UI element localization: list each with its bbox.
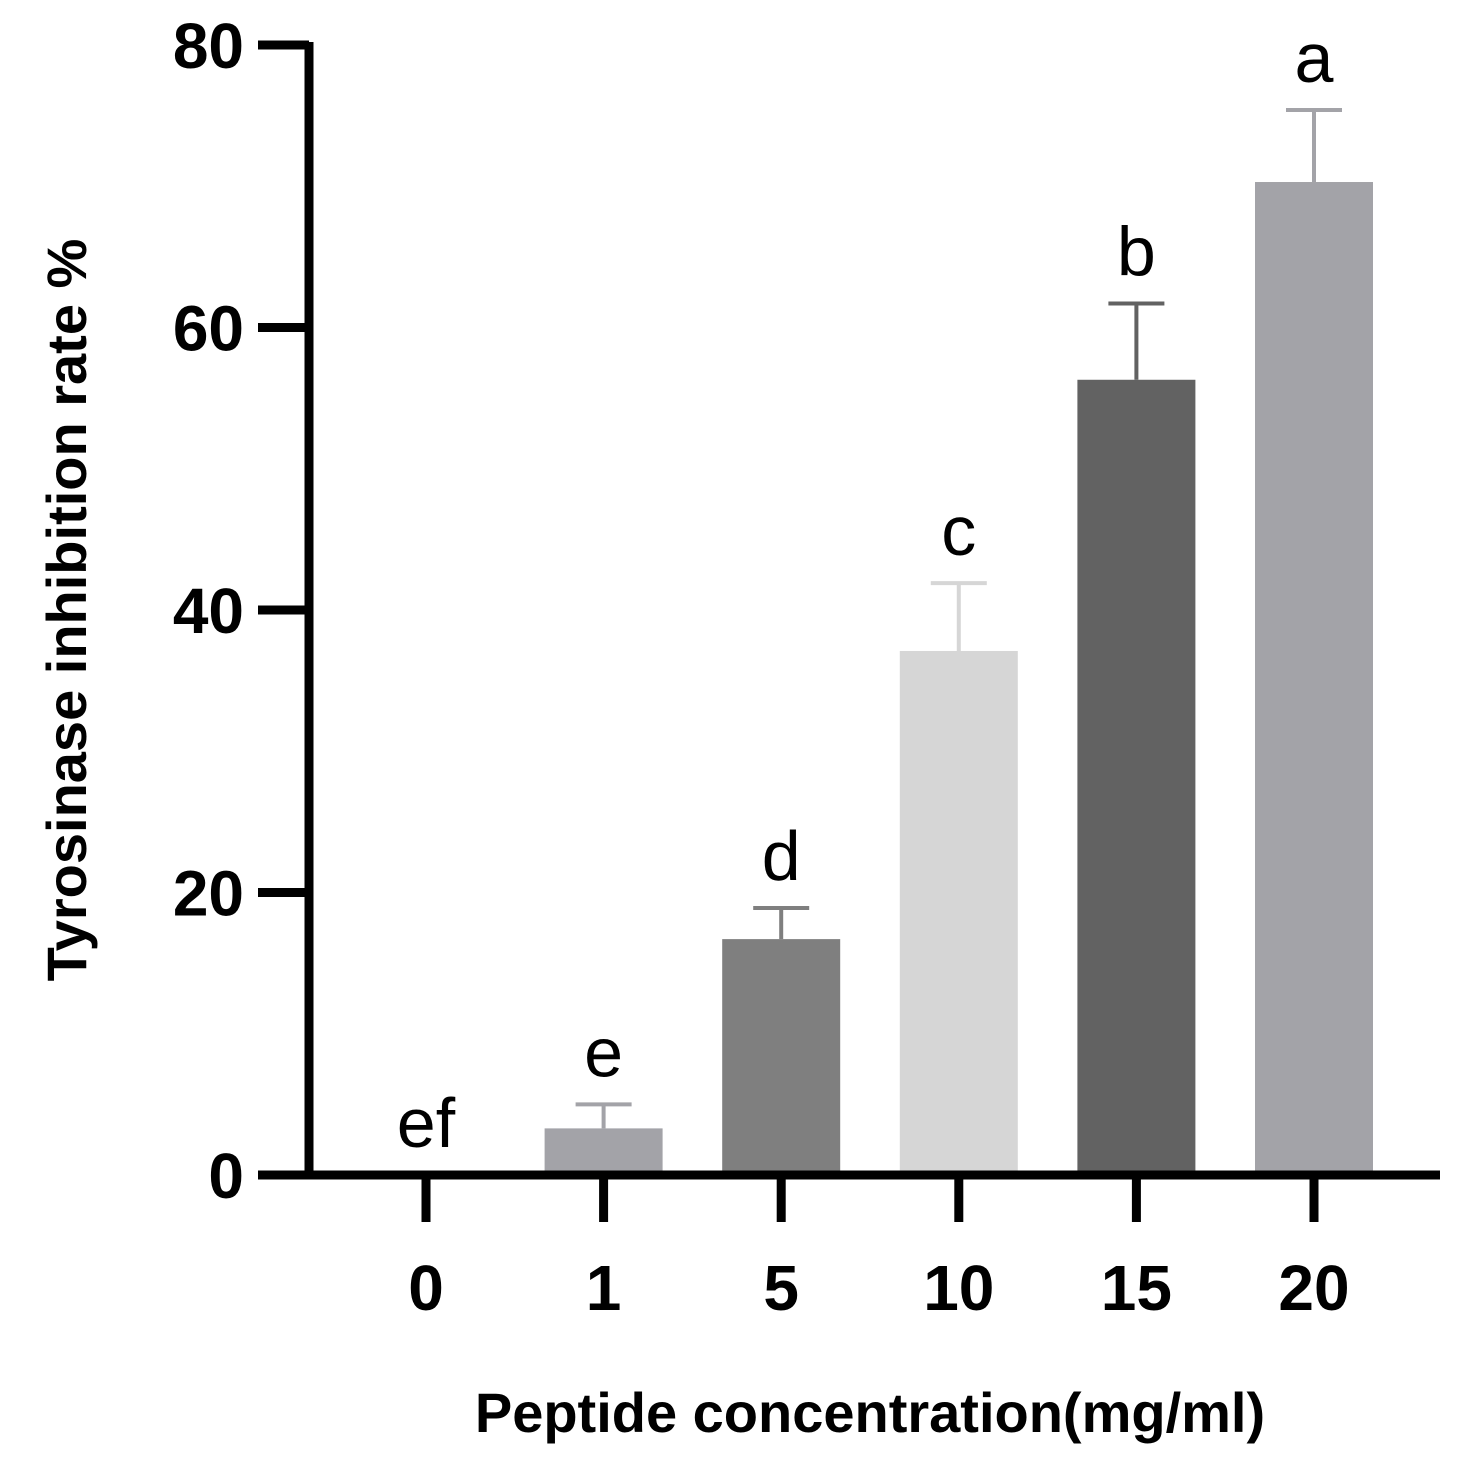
y-tick-label: 80 — [173, 10, 244, 82]
bar-10 — [899, 650, 1018, 1175]
y-tick-label: 40 — [173, 575, 244, 647]
significance-label-15: b — [1117, 212, 1156, 290]
y-tick-label: 60 — [173, 293, 244, 365]
significance-label-20: a — [1295, 19, 1334, 97]
x-tick-label: 10 — [923, 1252, 994, 1324]
x-tick-label: 5 — [763, 1252, 799, 1324]
y-tick-label: 20 — [173, 858, 244, 930]
bars-group — [544, 182, 1373, 1175]
y-axis-title: Tyrosinase inhibition rate % — [35, 239, 98, 982]
x-axis-title: Peptide concentration(mg/ml) — [475, 1381, 1265, 1444]
y-ticks-group: 0 20 40 60 80 — [173, 10, 309, 1212]
significance-labels-group: ef e d c b a — [397, 19, 1334, 1162]
bar-1 — [544, 1128, 663, 1175]
x-ticks-group: 0 1 5 10 15 20 — [408, 1175, 1350, 1324]
bar-15 — [1077, 379, 1196, 1175]
bar-5 — [722, 939, 841, 1175]
significance-label-0: ef — [397, 1084, 456, 1162]
significance-label-1: e — [584, 1013, 623, 1091]
significance-label-5: d — [762, 817, 801, 895]
y-tick-label: 0 — [208, 1140, 244, 1212]
x-tick-label: 1 — [586, 1252, 622, 1324]
bar-20 — [1255, 182, 1373, 1175]
significance-label-10: c — [941, 492, 976, 570]
x-tick-label: 0 — [408, 1252, 444, 1324]
x-tick-label: 20 — [1278, 1252, 1349, 1324]
x-tick-label: 15 — [1101, 1252, 1172, 1324]
error-bars-group — [575, 107, 1342, 1129]
